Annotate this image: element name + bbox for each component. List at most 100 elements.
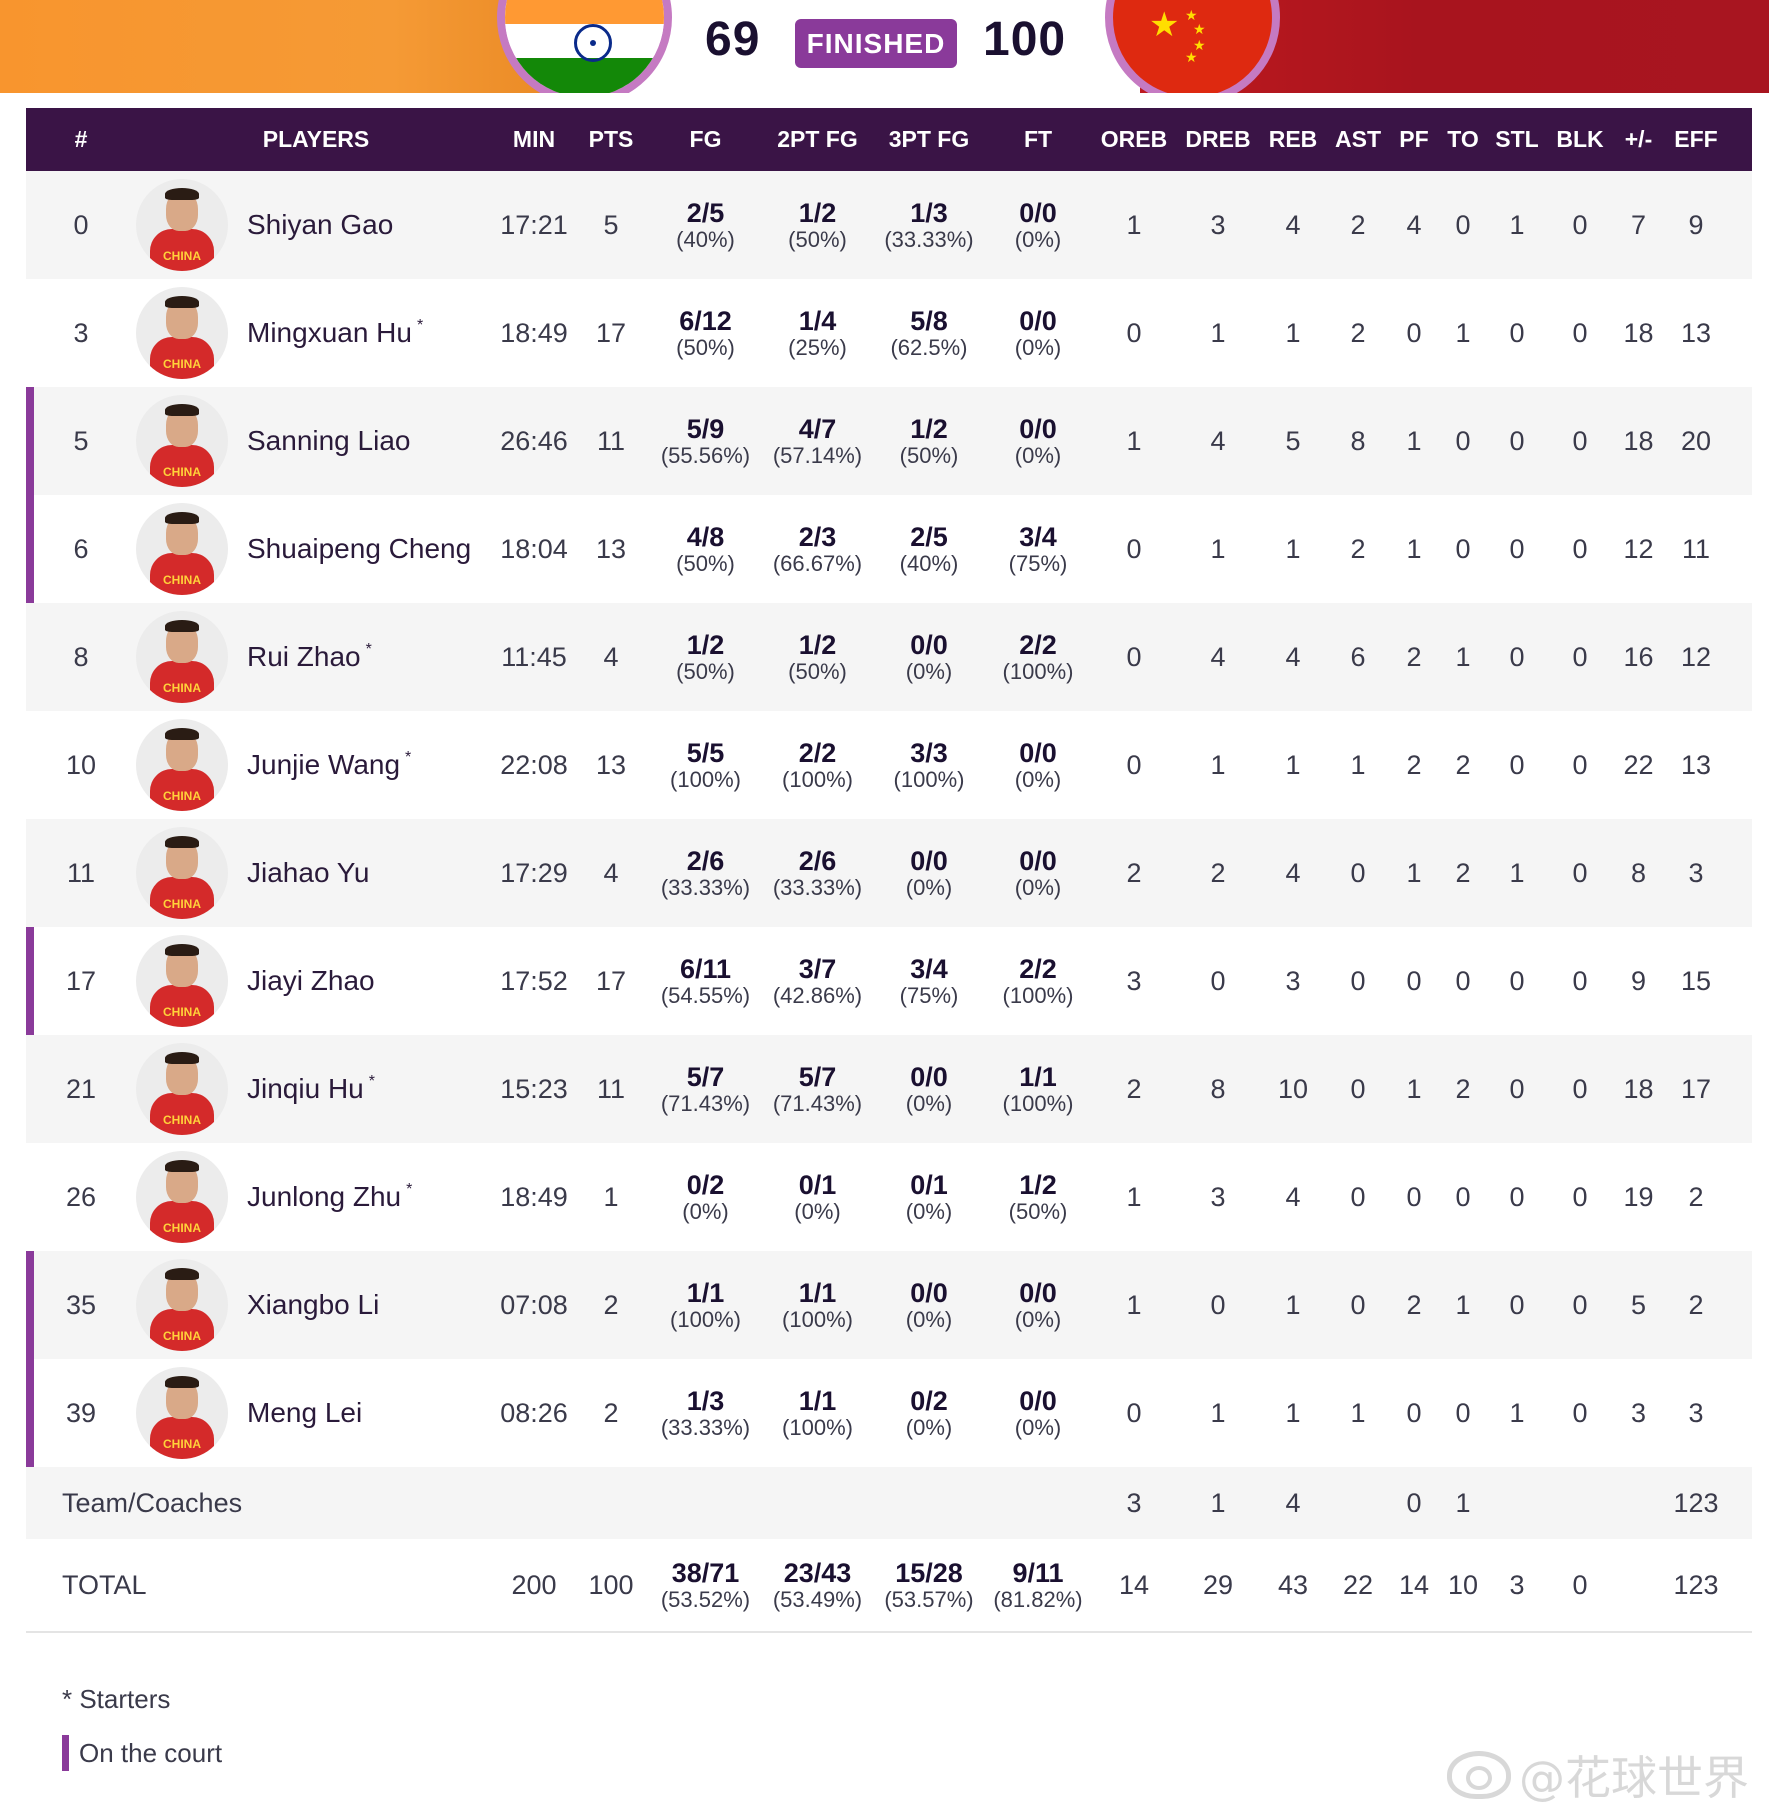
col-pts-header[interactable]: PTS: [588, 126, 634, 152]
player-row[interactable]: 3 CHINA Mingxuan Hu * 18:49 17 6/12 (50%) 1/4 (25…: [26, 279, 1752, 387]
player-2pt-fg-pct: (100%): [782, 766, 853, 792]
player-dreb: 2: [1210, 857, 1226, 888]
player-row[interactable]: 35 CHINA Xiangbo Li 07:08 2 1/1 (100%) 1/1 (100%…: [26, 1251, 1752, 1359]
player-name[interactable]: Xiangbo Li: [247, 1289, 379, 1321]
col-blk-header[interactable]: BLK: [1556, 126, 1604, 152]
player-min: 11:45: [501, 641, 567, 672]
player-avatar[interactable]: CHINA: [136, 1151, 228, 1243]
col-to-header[interactable]: TO: [1447, 126, 1479, 152]
player-3pt-fg: 1/3 (33.33%): [874, 198, 984, 252]
jersey-text: CHINA: [163, 465, 201, 479]
player-name[interactable]: Jinqiu Hu *: [247, 1073, 375, 1105]
player-to: 2: [1455, 1073, 1471, 1104]
player-avatar[interactable]: CHINA: [136, 287, 228, 379]
player-fg-pct: (55.56%): [660, 442, 751, 468]
player-3pt-fg-made: 5/8: [910, 305, 948, 336]
player-name[interactable]: Mingxuan Hu *: [247, 317, 423, 349]
player-number: 6: [73, 533, 89, 564]
player-cell[interactable]: CHINA Xiangbo Li: [136, 1259, 496, 1351]
player-cell[interactable]: CHINA Jiayi Zhao: [136, 935, 496, 1027]
player-avatar[interactable]: CHINA: [136, 827, 228, 919]
col-number-header[interactable]: #: [74, 126, 88, 152]
player-row[interactable]: 6 CHINA Shuaipeng Cheng 18:04 13 4/8 (50%) 2/3(…: [26, 495, 1752, 603]
player-name[interactable]: Rui Zhao *: [247, 641, 372, 673]
player-avatar[interactable]: CHINA: [136, 719, 228, 811]
player-2pt-fg: 5/7 (71.43%): [761, 1062, 874, 1116]
player-avatar[interactable]: CHINA: [136, 935, 228, 1027]
player-stl: 0: [1509, 425, 1525, 456]
player-stl: 1: [1509, 209, 1525, 240]
col-stl-header[interactable]: STL: [1495, 126, 1539, 152]
player-eff: 3: [1688, 1397, 1704, 1428]
player-row[interactable]: 5 CHINA Sanning Liao 26:46 11 5/9 (55.56%) 4/7(…: [26, 387, 1752, 495]
player-avatar[interactable]: CHINA: [136, 395, 228, 487]
player-cell[interactable]: CHINA Meng Lei: [136, 1367, 496, 1459]
player-ast: 8: [1350, 425, 1366, 456]
col-min-header[interactable]: MIN: [512, 126, 556, 152]
player-name[interactable]: Junlong Zhu *: [247, 1181, 412, 1213]
player-name[interactable]: Junjie Wang *: [247, 749, 411, 781]
player-cell[interactable]: CHINA Shiyan Gao: [136, 179, 496, 271]
player-ft-pct: (0%): [1014, 334, 1062, 360]
player-row[interactable]: 10 CHINA Junjie Wang * 22:08 13 5/5 (100%) 2/2 (1…: [26, 711, 1752, 819]
player-row[interactable]: 11 CHINA Jiahao Yu 17:29 4 2/6 (33.33%) 2/6 (33.…: [26, 819, 1752, 927]
player-row[interactable]: 8 CHINA Rui Zhao * 11:45 4 1/2 (50%) 1/2 (50%) 0/0…: [26, 603, 1752, 711]
player-cell[interactable]: CHINA Junjie Wang *: [136, 719, 496, 811]
col-fg-header[interactable]: FG: [689, 126, 722, 152]
player-cell[interactable]: CHINA Jiahao Yu: [136, 827, 496, 919]
col-dreb-header[interactable]: DREB: [1185, 126, 1251, 152]
player-fg-pct: (50%): [676, 550, 735, 576]
col-eff-header[interactable]: EFF: [1674, 126, 1718, 152]
player-oreb: 2: [1126, 857, 1142, 888]
player-name[interactable]: Sanning Liao: [247, 425, 410, 457]
player-blk: 0: [1572, 857, 1588, 888]
player-cell[interactable]: CHINA Shuaipeng Cheng: [136, 503, 496, 595]
player-fg-pct: (54.55%): [660, 982, 751, 1008]
player-to: 0: [1455, 425, 1471, 456]
player-ft-pct: (100%): [1002, 982, 1074, 1008]
col-ast-header[interactable]: AST: [1335, 126, 1381, 152]
col-plus-minus-header[interactable]: +/-: [1624, 126, 1653, 152]
team-oreb: 3: [1126, 1487, 1142, 1518]
player-ast: 2: [1350, 533, 1366, 564]
player-cell[interactable]: CHINA Jinqiu Hu *: [136, 1043, 496, 1135]
player-cell[interactable]: CHINA Sanning Liao: [136, 395, 496, 487]
player-cell[interactable]: CHINA Junlong Zhu *: [136, 1151, 496, 1243]
player-name[interactable]: Meng Lei: [247, 1397, 362, 1429]
player-2pt-fg-made: 2/6: [798, 845, 837, 876]
player-row[interactable]: 17 CHINA Jiayi Zhao 17:52 17 6/11 (54.55%) 3/7(…: [26, 927, 1752, 1035]
player-avatar[interactable]: CHINA: [136, 503, 228, 595]
player-avatar[interactable]: CHINA: [136, 179, 228, 271]
col-ft-header[interactable]: FT: [1023, 126, 1053, 152]
player-fg-made: 5/5: [686, 737, 725, 768]
player-name[interactable]: Jiahao Yu: [247, 857, 370, 889]
player-avatar[interactable]: CHINA: [136, 1043, 228, 1135]
col-pf-header[interactable]: PF: [1399, 126, 1429, 152]
player-to: 1: [1455, 641, 1471, 672]
player-name[interactable]: Jiayi Zhao: [247, 965, 375, 997]
starter-mark: *: [416, 317, 424, 334]
player-row[interactable]: 21 CHINA Jinqiu Hu * 15:23 11 5/7 (71.43%) 5/7 (7…: [26, 1035, 1752, 1143]
player-3pt-fg-pct: (0%): [905, 1414, 953, 1440]
col-players-header[interactable]: PLAYERS: [262, 126, 370, 152]
player-ft: 0/0 (0%): [984, 414, 1092, 468]
col-2pt-fg-header[interactable]: 2PT FG: [777, 126, 858, 152]
player-avatar[interactable]: CHINA: [136, 611, 228, 703]
col-oreb-header[interactable]: OREB: [1100, 126, 1168, 152]
player-row[interactable]: 0 CHINA Shiyan Gao 17:21 5 2/5 (40%) 1/2 (50%) 1/…: [26, 171, 1752, 279]
player-row[interactable]: 26 CHINA Junlong Zhu * 18:49 1 0/2 (0%) 0/1 (0%) 0…: [26, 1143, 1752, 1251]
player-cell[interactable]: CHINA Rui Zhao *: [136, 611, 496, 703]
player-fg-made: 6/11: [679, 953, 732, 984]
player-name[interactable]: Shuaipeng Cheng: [247, 533, 471, 565]
player-name[interactable]: Shiyan Gao: [247, 209, 393, 241]
player-avatar[interactable]: CHINA: [136, 1367, 228, 1459]
player-fg-made: 1/2: [686, 629, 725, 660]
player-reb: 10: [1277, 1073, 1309, 1104]
player-reb: 1: [1285, 317, 1301, 348]
col-3pt-fg-header[interactable]: 3PT FG: [888, 126, 970, 152]
col-reb-header[interactable]: REB: [1268, 126, 1318, 152]
player-row[interactable]: 39 CHINA Meng Lei 08:26 2 1/3 (33.33%) 1/1 (100%…: [26, 1359, 1752, 1467]
player-cell[interactable]: CHINA Mingxuan Hu *: [136, 287, 496, 379]
player-avatar[interactable]: CHINA: [136, 1259, 228, 1351]
banner-left-bg: [0, 0, 560, 93]
